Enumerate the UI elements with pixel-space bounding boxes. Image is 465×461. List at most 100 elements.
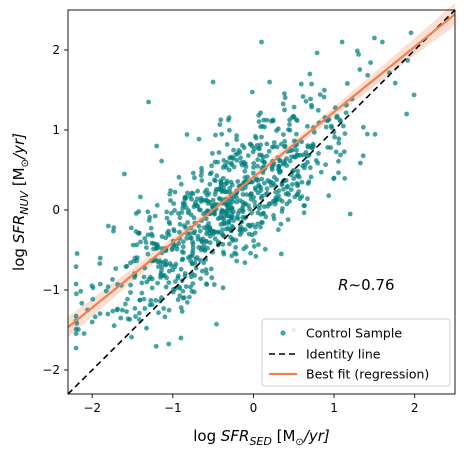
data-point [257, 202, 263, 208]
data-point [328, 145, 334, 151]
data-point [279, 182, 285, 187]
data-point [339, 39, 345, 45]
data-point [73, 281, 79, 287]
data-point [190, 191, 196, 197]
data-point [249, 89, 255, 95]
data-point [334, 113, 340, 119]
data-point [155, 280, 161, 286]
data-point [182, 195, 188, 201]
data-point [229, 223, 235, 229]
data-point [130, 242, 136, 248]
data-point [139, 280, 145, 286]
data-point [285, 183, 290, 189]
data-point [267, 79, 272, 85]
data-point [222, 163, 228, 168]
data-point [277, 197, 283, 202]
data-point [218, 117, 224, 123]
data-point [331, 176, 336, 182]
data-point [233, 237, 239, 243]
data-point [287, 199, 292, 204]
data-point [308, 96, 313, 102]
data-point [187, 294, 192, 300]
data-point [372, 35, 377, 41]
data-point [171, 228, 177, 234]
data-point [322, 87, 327, 93]
data-point [110, 277, 115, 282]
data-point [97, 311, 103, 316]
data-point [219, 209, 224, 215]
data-point [133, 229, 139, 234]
data-point [181, 202, 186, 208]
data-point [309, 145, 315, 151]
data-point [148, 225, 154, 231]
data-point [233, 245, 239, 250]
data-point [185, 220, 191, 225]
data-point [295, 172, 301, 178]
data-point [259, 193, 265, 199]
data-point [181, 295, 187, 301]
data-point [408, 30, 414, 36]
data-point [321, 94, 327, 100]
data-point [188, 274, 194, 280]
legend-label: Best fit (regression) [306, 367, 429, 382]
data-point [249, 210, 255, 216]
data-point [309, 81, 314, 87]
data-point [163, 284, 169, 290]
data-point [252, 199, 257, 205]
data-point [177, 293, 183, 299]
data-point [207, 181, 213, 187]
data-point [224, 226, 229, 232]
data-point [300, 163, 306, 169]
data-point [210, 79, 216, 85]
data-point [134, 255, 140, 260]
data-point [153, 241, 159, 247]
data-point [234, 258, 240, 264]
data-point [145, 209, 151, 215]
data-point [137, 297, 143, 303]
data-point [404, 111, 409, 117]
data-point [222, 181, 228, 187]
data-point [245, 153, 251, 159]
data-point [136, 317, 142, 322]
data-point [214, 186, 219, 192]
scatter-points-layer [73, 30, 417, 351]
data-point [311, 129, 317, 135]
data-point [220, 249, 226, 255]
data-point [281, 186, 286, 192]
data-point [221, 218, 227, 224]
data-point [204, 282, 210, 287]
x-axis-label: log SFRSED [M⊙/yr] [193, 427, 330, 448]
data-point [152, 213, 158, 219]
data-point [159, 264, 165, 270]
data-point [149, 240, 155, 246]
data-point [253, 253, 259, 259]
data-point [141, 296, 147, 302]
data-point [275, 126, 281, 132]
data-point [204, 270, 209, 276]
data-point [227, 185, 233, 191]
data-point [280, 101, 286, 107]
data-point [294, 147, 299, 153]
x-tick-label: 0 [250, 401, 258, 415]
data-point [154, 245, 160, 251]
data-point [290, 147, 295, 153]
data-point [213, 178, 218, 184]
data-point [356, 52, 361, 57]
data-point [172, 208, 178, 213]
data-point [257, 152, 262, 158]
data-point [249, 232, 255, 238]
data-point [131, 258, 137, 264]
data-point [191, 215, 197, 221]
data-point [195, 233, 201, 239]
data-point [256, 119, 262, 124]
data-point [259, 220, 264, 225]
data-point [133, 314, 138, 319]
x-tick-label: −1 [164, 401, 182, 415]
data-point [220, 242, 226, 247]
data-point [197, 257, 203, 263]
data-point [199, 165, 204, 171]
data-point [248, 250, 254, 256]
data-point [271, 198, 276, 204]
data-point [318, 169, 324, 175]
